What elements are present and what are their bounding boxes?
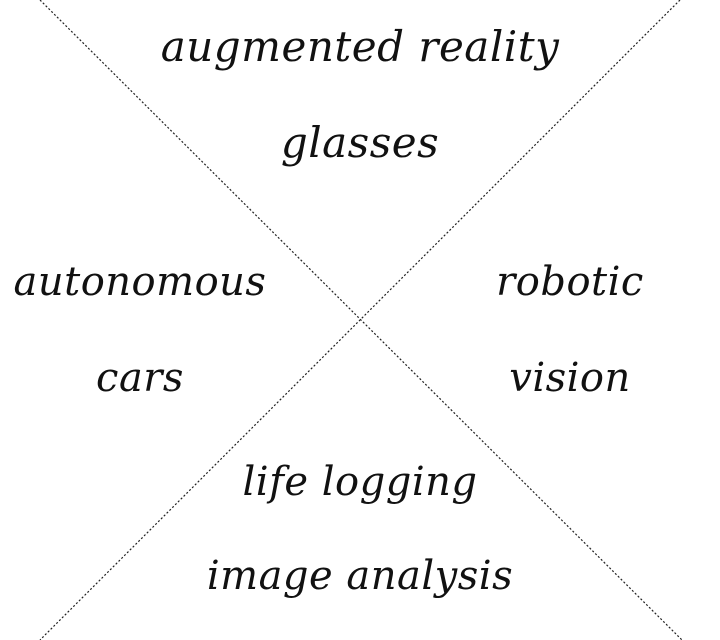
right-quadrant-label-line-2: vision xyxy=(509,355,631,401)
left-quadrant-label-line-2: cars xyxy=(96,355,184,401)
diagonal-line-top-right-to-bottom-left xyxy=(39,0,681,640)
left-quadrant-label-line-1: autonomous xyxy=(13,259,267,305)
top-quadrant-label-line-1: augmented reality xyxy=(160,22,560,71)
diagonal-line-top-left-to-bottom-right xyxy=(39,0,683,640)
right-quadrant-label-line-1: robotic xyxy=(496,259,644,305)
top-quadrant-label-line-2: glasses xyxy=(280,118,440,167)
bottom-quadrant-label-line-1: life logging xyxy=(242,459,478,505)
bottom-quadrant-label-line-2: image analysis xyxy=(206,553,514,599)
